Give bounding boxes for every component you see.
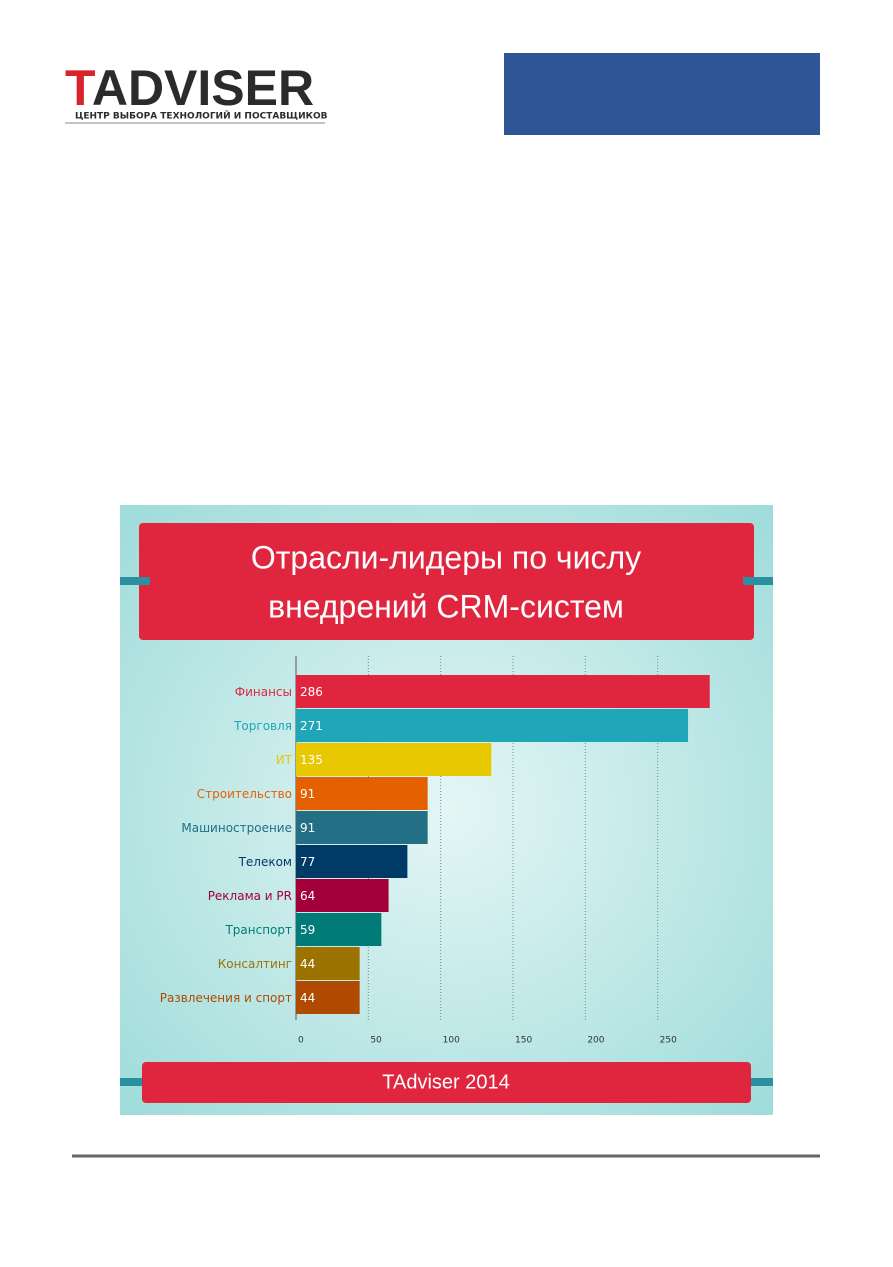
bar [296,845,408,878]
header-block [504,53,820,135]
category-label: Финансы [235,685,292,699]
value-label: 271 [300,719,323,733]
category-label: Строительство [197,787,292,801]
chart-title: внедрений CRM-систем [268,588,624,624]
chart-title: Отрасли-лидеры по числу [251,539,641,575]
caption-banner [142,1062,751,1103]
x-tick-label: 150 [515,1036,532,1046]
x-tick-label: 250 [660,1036,677,1046]
category-label: Телеком [238,855,292,869]
value-label: 44 [300,957,315,971]
category-label: Реклама и PR [208,889,292,903]
value-label: 77 [300,855,315,869]
value-label: 91 [300,821,315,835]
value-label: 44 [300,991,315,1005]
caption: TAdviser 2014 [382,1071,509,1093]
rope [120,1078,150,1086]
rope [743,577,773,585]
category-label: Торговля [233,719,292,733]
logo-tagline: ЦЕНТР ВЫБОРА ТЕХНОЛОГИЙ И ПОСТАВЩИКОВ [75,110,328,122]
x-tick-label: 200 [587,1036,604,1046]
value-label: 59 [300,923,315,937]
value-label: 135 [300,753,323,767]
category-label: Машиностроение [181,821,292,835]
bar [296,743,492,776]
bar [296,709,689,742]
x-tick-label: 0 [298,1036,304,1046]
category-label: ИТ [276,753,293,767]
rope [743,1078,773,1086]
bar [296,777,428,810]
category-label: Транспорт [224,923,292,937]
bar [296,879,389,912]
logo-rest: ADVISER [92,60,314,116]
bar [296,981,360,1014]
x-tick-label: 100 [443,1036,460,1046]
rope [120,577,150,585]
value-label: 286 [300,685,323,699]
category-label: Развлечения и спорт [160,991,292,1005]
ropes [120,577,773,1086]
x-tick-label: 50 [370,1036,382,1046]
bar [296,675,710,708]
value-label: 64 [300,889,315,903]
category-label: Консалтинг [218,957,292,971]
logo: TADVISER [65,60,314,116]
value-label: 91 [300,787,315,801]
bar [296,811,428,844]
title-banner [139,523,754,640]
bar [296,913,382,946]
bar [296,947,360,980]
logo-t: T [65,60,95,116]
